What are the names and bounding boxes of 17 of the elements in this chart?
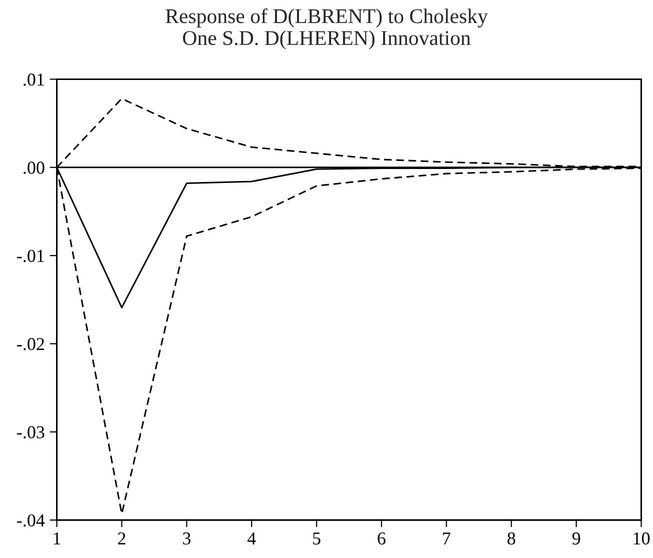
y-tick-label: -.04 <box>17 514 45 527</box>
x-tick-label: 4 <box>247 532 256 544</box>
x-tick-label: 10 <box>634 532 650 545</box>
x-tick-label: 2 <box>118 532 126 544</box>
y-tick-label: -.02 <box>17 338 44 350</box>
x-tick-label: 3 <box>183 532 190 545</box>
x-tick-label: 1 <box>54 532 60 544</box>
x-tick-label: 7 <box>443 532 450 544</box>
y-tick-label: -.03 <box>17 426 44 438</box>
y-tick-label: .00 <box>24 162 44 174</box>
chart-title: Response of D(LBRENT) to Cholesky One S.D. D(LHEREN) Innovation <box>166 8 488 50</box>
x-tick-label: 9 <box>572 532 580 545</box>
y-tick-label: -.01 <box>17 250 44 262</box>
x-tick-label: 5 <box>313 532 320 545</box>
x-tick-label: 8 <box>508 532 516 545</box>
x-tick-label: 6 <box>378 532 386 545</box>
y-tick-label: .01 <box>24 73 44 86</box>
